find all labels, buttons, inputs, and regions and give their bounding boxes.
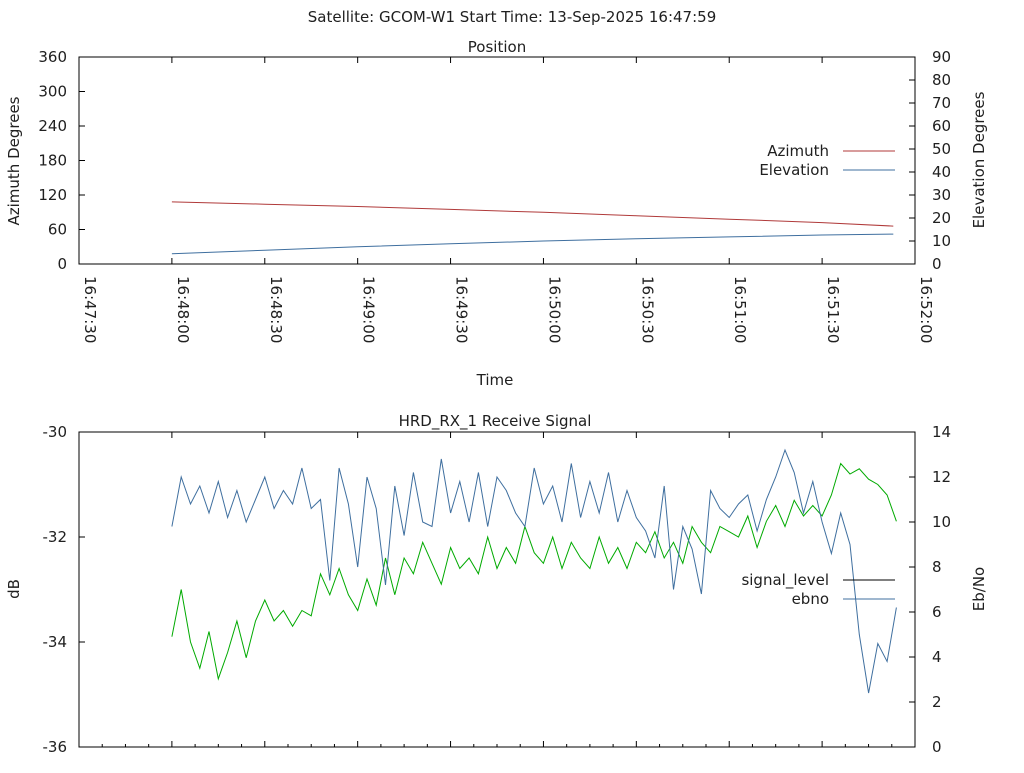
signal-y2-tick-label: 4 bbox=[932, 648, 942, 666]
signal-y2-tick-label: 0 bbox=[932, 738, 942, 756]
position-y-tick-label: 240 bbox=[38, 117, 67, 135]
position-legend-label: Azimuth bbox=[767, 142, 829, 160]
position-y2-tick-label: 10 bbox=[932, 232, 951, 250]
position-chart-title: Position bbox=[468, 38, 526, 56]
signal-legend-label: ebno bbox=[792, 590, 829, 608]
signal-y2-tick-label: 6 bbox=[932, 603, 942, 621]
position-y-tick-label: 120 bbox=[38, 186, 67, 204]
position-y-axis-label: Azimuth Degrees bbox=[5, 96, 23, 225]
signal-y2-tick-label: 10 bbox=[932, 513, 951, 531]
signal-y-tick-label: -32 bbox=[43, 528, 68, 546]
position-series-azimuth-line bbox=[171, 201, 894, 227]
position-y2-tick-label: 50 bbox=[932, 140, 951, 158]
signal-y2-axis-label: Eb/No bbox=[970, 567, 988, 611]
position-x-tick-label: 16:48:00 bbox=[174, 276, 192, 343]
signal-series-ebno-line bbox=[171, 448, 897, 694]
position-x-tick-label: 16:49:00 bbox=[360, 276, 378, 343]
signal-series-signal-level-line bbox=[171, 462, 897, 681]
receive-signal-chart-title: HRD_RX_1 Receive Signal bbox=[399, 412, 592, 431]
position-x-tick-label: 16:49:30 bbox=[453, 276, 471, 343]
signal-y-axis-label: dB bbox=[5, 579, 23, 599]
position-y-tick-label: 360 bbox=[38, 48, 67, 66]
position-y2-tick-label: 80 bbox=[932, 71, 951, 89]
position-x-tick-label: 16:52:00 bbox=[917, 276, 935, 343]
chart-plots: 060120180240300360010203040506070809016:… bbox=[38, 48, 951, 756]
signal-y-tick-label: -34 bbox=[43, 633, 68, 651]
position-y2-tick-label: 20 bbox=[932, 209, 951, 227]
position-chart: 0 60 120 180 240 300 360 0 10 20 30 40 50 60 70 80 90 16:… bbox=[38, 48, 951, 343]
position-y2-tick-label: 40 bbox=[932, 163, 951, 181]
position-x-tick-label: 16:47:30 bbox=[81, 276, 99, 343]
position-y2-tick-label: 60 bbox=[932, 117, 951, 135]
position-y2-axis-label: Elevation Degrees bbox=[970, 91, 988, 228]
position-y2-tick-label: 30 bbox=[932, 186, 951, 204]
signal-y2-tick-label: 14 bbox=[932, 423, 951, 441]
signal-y2-tick-label: 8 bbox=[932, 558, 942, 576]
position-y-tick-label: 0 bbox=[57, 255, 67, 273]
position-y-tick-label: 180 bbox=[38, 152, 67, 170]
position-x-tick-label: 16:51:00 bbox=[731, 276, 749, 343]
signal-y2-tick-label: 2 bbox=[932, 693, 942, 711]
position-legend-label: Elevation bbox=[759, 161, 829, 179]
signal-y-tick-label: -30 bbox=[43, 423, 68, 441]
position-x-tick-label: 16:48:30 bbox=[267, 276, 285, 343]
position-y2-tick-label: 0 bbox=[932, 255, 942, 273]
position-x-tick-label: 16:50:30 bbox=[638, 276, 656, 343]
position-y2-tick-label: 70 bbox=[932, 94, 951, 112]
position-y2-tick-label: 90 bbox=[932, 48, 951, 66]
position-x-tick-label: 16:51:30 bbox=[824, 276, 842, 343]
signal-legend-label: signal_level bbox=[741, 571, 829, 590]
position-x-axis-label: Time bbox=[476, 371, 514, 389]
position-series-elevation-line bbox=[171, 233, 894, 255]
signal-y2-tick-label: 12 bbox=[932, 468, 951, 486]
chart-header-title: Satellite: GCOM-W1 Start Time: 13-Sep-20… bbox=[308, 8, 717, 26]
position-x-tick-label: 16:50:00 bbox=[545, 276, 563, 343]
signal-y-tick-label: -36 bbox=[43, 738, 68, 756]
position-y-tick-label: 300 bbox=[38, 83, 67, 101]
position-y-tick-label: 60 bbox=[48, 221, 67, 239]
